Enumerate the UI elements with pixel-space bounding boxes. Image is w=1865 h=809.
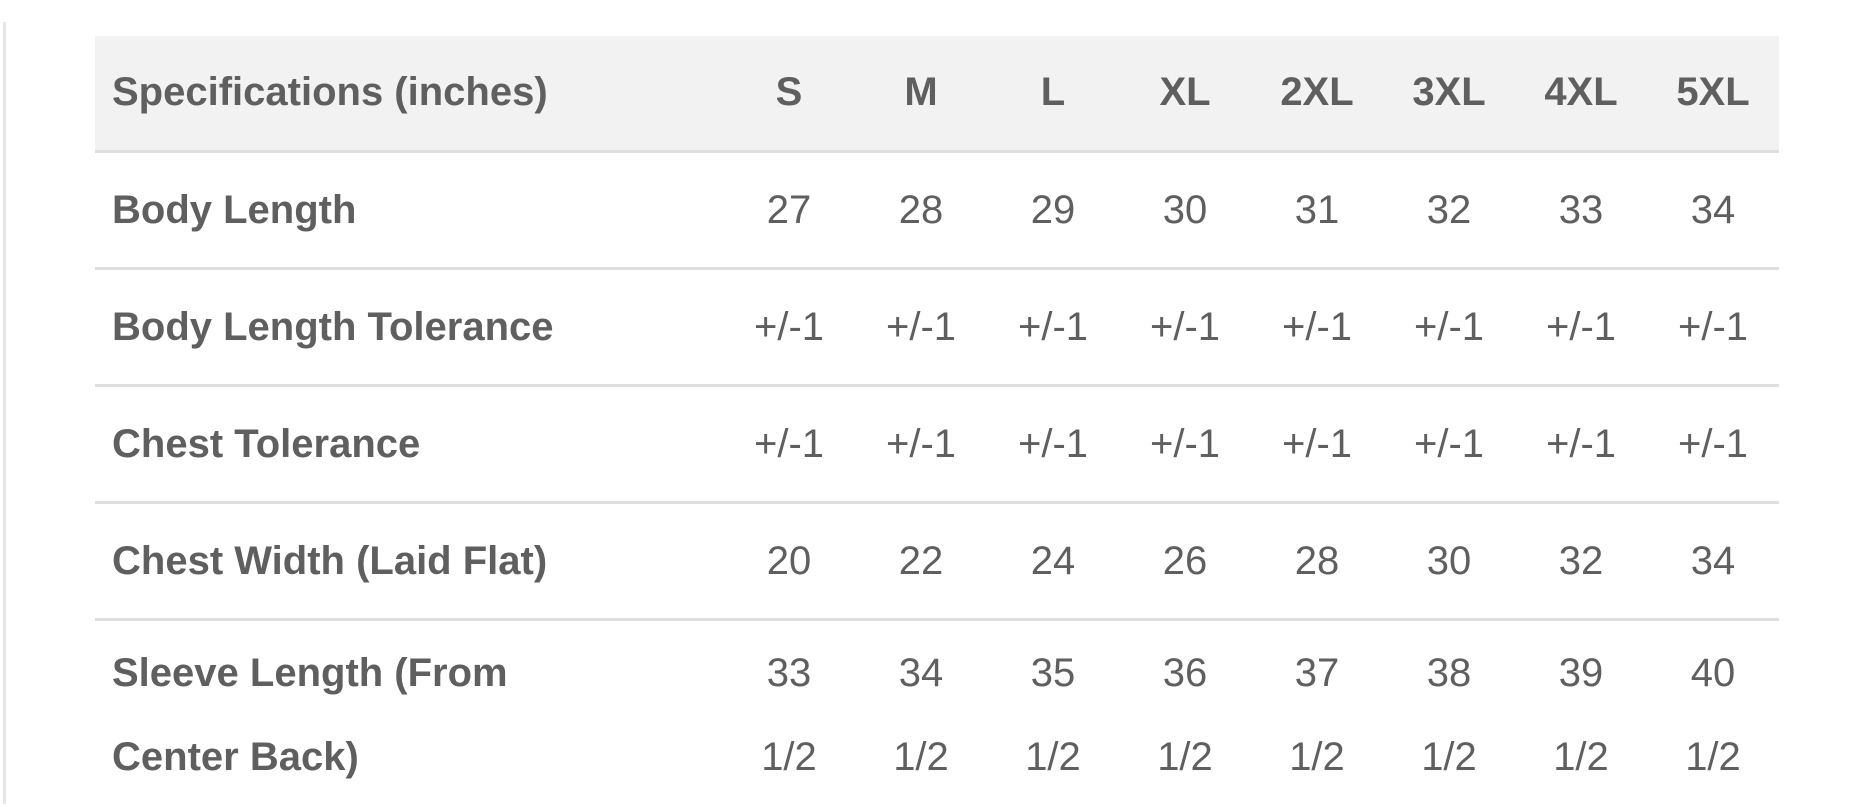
header-row: Specifications (inches) S M L XL 2XL 3XL 4XL 5X… bbox=[95, 36, 1779, 151]
row-label: Sleeve Length (From Center Back) bbox=[112, 650, 508, 779]
row-label: Chest Tolerance bbox=[112, 421, 421, 466]
cell-value: 20 bbox=[766, 538, 812, 583]
cell-value: 29 bbox=[1030, 187, 1076, 232]
cell-value: 36 1/2 bbox=[1157, 650, 1213, 779]
table-row: Chest Tolerance +/-1 +/-1 +/-1 +/-1 +/-1 +/-1 +… bbox=[95, 385, 1779, 502]
cell-value: 27 bbox=[766, 187, 812, 232]
table-row: Body Length 27 28 29 30 31 32 33 34 bbox=[95, 151, 1779, 268]
cell-value: +/-1 bbox=[885, 421, 957, 466]
cell-value: +/-1 bbox=[1281, 304, 1353, 349]
cell-value: +/-1 bbox=[1545, 304, 1617, 349]
cell-value: 30 bbox=[1162, 187, 1208, 232]
header-size-5xl: 5XL bbox=[1676, 70, 1750, 115]
cell-value: 35 1/2 bbox=[1025, 650, 1081, 779]
cell-value: 31 bbox=[1294, 187, 1340, 232]
row-label: Body Length bbox=[112, 187, 357, 232]
table-row: Chest Width (Laid Flat) 20 22 24 26 28 30 32 34 bbox=[95, 502, 1779, 619]
row-label: Body Length Tolerance bbox=[112, 304, 554, 349]
cell-value: +/-1 bbox=[1677, 421, 1749, 466]
cell-value: +/-1 bbox=[885, 304, 957, 349]
cell-value: +/-1 bbox=[1677, 304, 1749, 349]
cell-value: +/-1 bbox=[753, 304, 825, 349]
cell-value: +/-1 bbox=[1413, 304, 1485, 349]
row-label: Chest Width (Laid Flat) bbox=[112, 538, 548, 583]
cell-value: 28 bbox=[898, 187, 944, 232]
left-border bbox=[3, 22, 6, 804]
cell-value: 38 1/2 bbox=[1421, 650, 1477, 779]
cell-value: 33 bbox=[1558, 187, 1604, 232]
cell-value: +/-1 bbox=[1281, 421, 1353, 466]
table-row: Body Length Tolerance +/-1 +/-1 +/-1 +/-1 +/-… bbox=[95, 268, 1779, 385]
cell-value: +/-1 bbox=[1413, 421, 1485, 466]
header-size-s: S bbox=[775, 70, 803, 115]
cell-value: +/-1 bbox=[1149, 304, 1221, 349]
cell-value: +/-1 bbox=[753, 421, 825, 466]
header-size-xl: XL bbox=[1159, 70, 1211, 115]
cell-value: +/-1 bbox=[1545, 421, 1617, 466]
header-size-3xl: 3XL bbox=[1412, 70, 1486, 115]
cell-value: 40 1/2 bbox=[1685, 650, 1741, 779]
size-spec-table: Specifications (inches) S M L XL 2XL 3XL 4XL 5X… bbox=[95, 36, 1779, 809]
header-size-2xl: 2XL bbox=[1280, 70, 1354, 115]
header-size-m: M bbox=[904, 70, 938, 115]
cell-value: 33 1/2 bbox=[761, 650, 817, 779]
cell-value: 22 bbox=[898, 538, 944, 583]
cell-value: +/-1 bbox=[1017, 421, 1089, 466]
cell-value: 37 1/2 bbox=[1289, 650, 1345, 779]
header-size-4xl: 4XL bbox=[1544, 70, 1618, 115]
cell-value: 39 1/2 bbox=[1553, 650, 1609, 779]
cell-value: 32 bbox=[1426, 187, 1472, 232]
cell-value: 34 bbox=[1690, 187, 1736, 232]
cell-value: 34 bbox=[1690, 538, 1736, 583]
cell-value: +/-1 bbox=[1149, 421, 1221, 466]
table-row: Sleeve Length (From Center Back) 33 1/2 34 1… bbox=[95, 619, 1779, 809]
header-size-l: L bbox=[1040, 70, 1066, 115]
cell-value: 34 1/2 bbox=[893, 650, 949, 779]
cell-value: +/-1 bbox=[1017, 304, 1089, 349]
cell-value: 30 bbox=[1426, 538, 1472, 583]
cell-value: 32 bbox=[1558, 538, 1604, 583]
cell-value: 28 bbox=[1294, 538, 1340, 583]
cell-value: 24 bbox=[1030, 538, 1076, 583]
header-spec: Specifications (inches) bbox=[112, 70, 548, 115]
cell-value: 26 bbox=[1162, 538, 1208, 583]
